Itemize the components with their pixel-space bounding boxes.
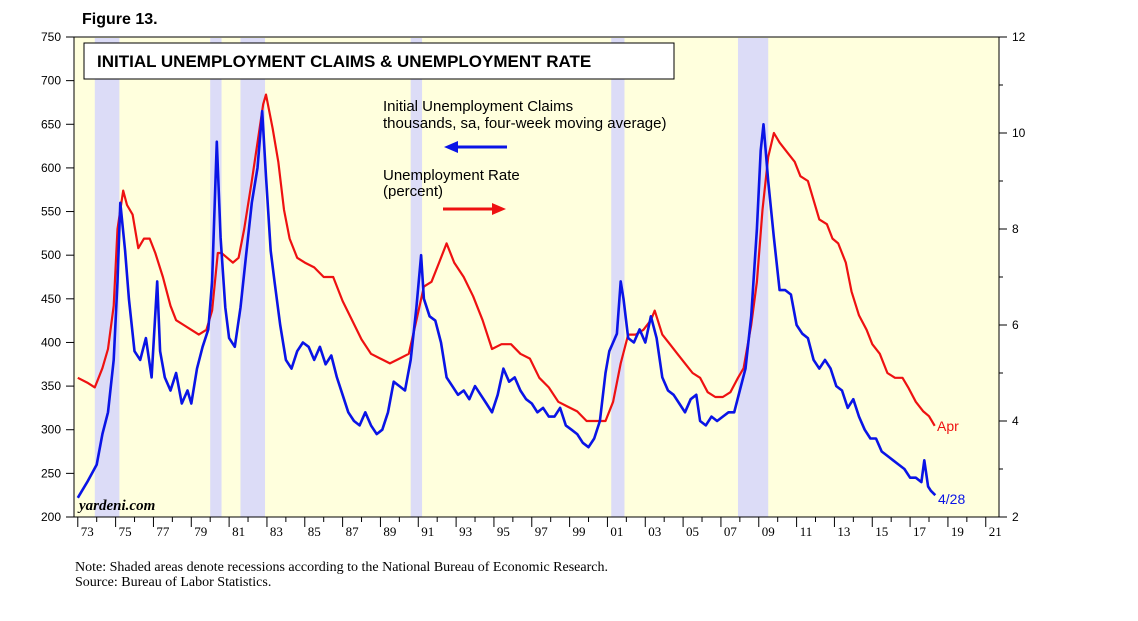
left-axis-tick-label: 650 [41,117,61,131]
x-axis-tick-label: 77 [156,524,170,539]
right-axis-tick-label: 2 [1012,510,1019,524]
x-axis-tick-label: 09 [762,524,775,539]
x-axis-tick-label: 21 [989,524,1002,539]
claims-end-label: 4/28 [938,491,965,507]
legend-rate-line1: Unemployment Rate [383,167,520,184]
source-text: Source: Bureau of Labor Statistics. [75,575,271,590]
x-axis-tick-label: 93 [459,524,472,539]
x-axis-tick-label: 73 [81,524,94,539]
note-text: Note: Shaded areas denote recessions acc… [75,560,608,575]
unemployment-rate-line [77,93,936,427]
x-axis-tick-label: 07 [724,524,738,539]
x-axis-tick-label: 79 [194,524,207,539]
left-axis-tick-label: 350 [41,379,61,393]
left-axis-tick-label: 250 [41,466,61,480]
x-axis-tick-label: 11 [800,524,813,539]
title-box [83,42,675,80]
legend-rate-line2: (percent) [383,183,443,200]
left-axis-tick-label: 700 [41,74,61,88]
x-axis-tick-label: 87 [346,524,360,539]
left-axis-tick-label: 750 [41,30,61,44]
right-axis-tick-label: 4 [1012,414,1019,428]
left-axis-tick-label: 500 [41,248,61,262]
x-axis-tick-label: 83 [270,524,283,539]
recession-band [611,38,625,517]
left-axis-tick-label: 400 [41,335,61,349]
x-axis-tick-label: 75 [119,524,132,539]
x-axis-tick-label: 19 [951,524,964,539]
watermark: yardeni.com [77,498,155,514]
left-axis-tick-label: 450 [41,292,61,306]
left-axis-tick-label: 550 [41,205,61,219]
legend-claims-line1: Initial Unemployment Claims [383,98,573,115]
right-axis-tick-label: 12 [1012,30,1026,44]
x-axis-tick-label: 85 [308,524,321,539]
legend-claims-line2: thousands, sa, four-week moving average) [383,115,666,132]
x-axis-tick-label: 81 [232,524,245,539]
x-axis-tick-label: 97 [535,524,549,539]
recession-band [410,38,423,517]
left-axis-tick-label: 300 [41,423,61,437]
left-axis-tick-label: 200 [41,510,61,524]
x-axis-tick-label: 15 [875,524,888,539]
plot-background [74,37,999,517]
x-axis-tick-label: 01 [610,524,623,539]
right-axis: 2 4 6 8 10 12 [999,30,1026,524]
x-axis-tick-label: 05 [686,524,699,539]
legend-claims-arrow-head [444,141,458,153]
figure-label: Figure 13. [82,11,158,28]
x-axis: 73 75 77 79 81 83 85 87 89 91 93 95 97 99 01 03 05 07 09 11… [77,517,1002,539]
x-axis-tick-label: 03 [648,524,661,539]
left-axis-tick-label: 600 [41,161,61,175]
plot-frame [73,36,1000,518]
right-axis-tick-label: 8 [1012,222,1019,236]
x-axis-tick-label: 13 [837,524,850,539]
x-axis-tick-label: 95 [497,524,510,539]
x-axis-tick-label: 99 [573,524,586,539]
legend-rate-arrow [443,203,506,215]
legend-claims-arrow [444,141,507,153]
x-axis-tick-label: 17 [913,524,927,539]
right-axis-tick-label: 10 [1012,126,1026,140]
rate-end-label: Apr [937,418,959,434]
initial-claims-line [76,109,937,499]
legend-rate-arrow-head [492,203,506,215]
left-axis: 200 250 300 350 400 450 500 550 600 650 700 750 [41,30,74,524]
right-axis-tick-label: 6 [1012,318,1019,332]
chart-title: INITIAL UNEMPLOYMENT CLAIMS & UNEMPLOYME… [97,52,591,71]
x-axis-tick-label: 91 [421,524,434,539]
x-axis-tick-label: 89 [383,524,396,539]
